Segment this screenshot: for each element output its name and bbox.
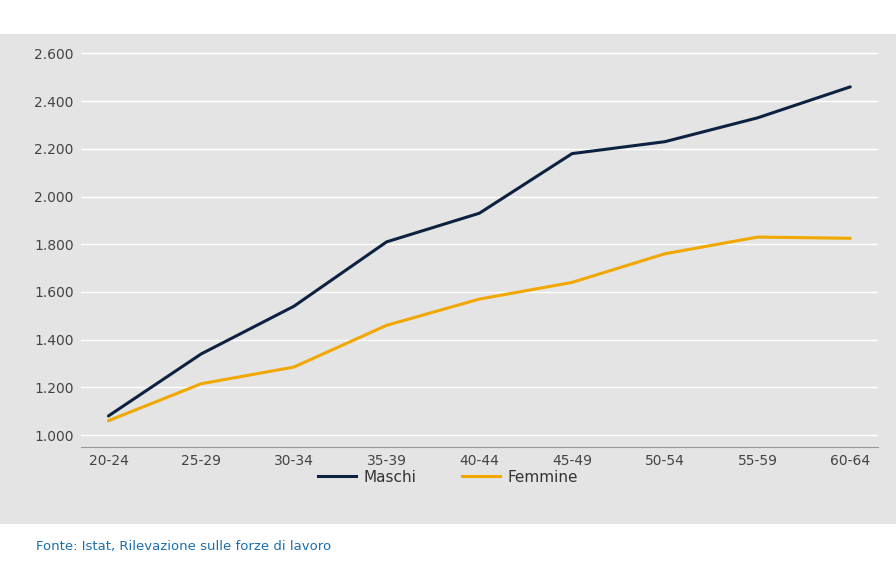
Femmine — [474, 296, 485, 303]
Maschi — [566, 150, 577, 157]
Line: Femmine: Femmine — [108, 237, 850, 421]
Maschi — [289, 303, 299, 309]
Femmine — [196, 380, 207, 387]
Text: Fonte: Istat, Rilevazione sulle forze di lavoro: Fonte: Istat, Rilevazione sulle forze di… — [36, 540, 331, 553]
Maschi — [196, 351, 207, 358]
Maschi — [845, 84, 856, 91]
Femmine — [566, 279, 577, 286]
Maschi — [752, 115, 762, 121]
Maschi — [474, 210, 485, 217]
Femmine — [289, 364, 299, 371]
Legend: Maschi, Femmine: Maschi, Femmine — [312, 464, 584, 491]
Femmine — [752, 234, 762, 241]
Femmine — [103, 417, 114, 424]
Line: Maschi: Maschi — [108, 87, 850, 416]
Maschi — [103, 413, 114, 419]
Femmine — [845, 235, 856, 242]
Femmine — [382, 322, 392, 329]
Maschi — [382, 238, 392, 245]
Maschi — [659, 138, 670, 145]
Femmine — [659, 250, 670, 257]
